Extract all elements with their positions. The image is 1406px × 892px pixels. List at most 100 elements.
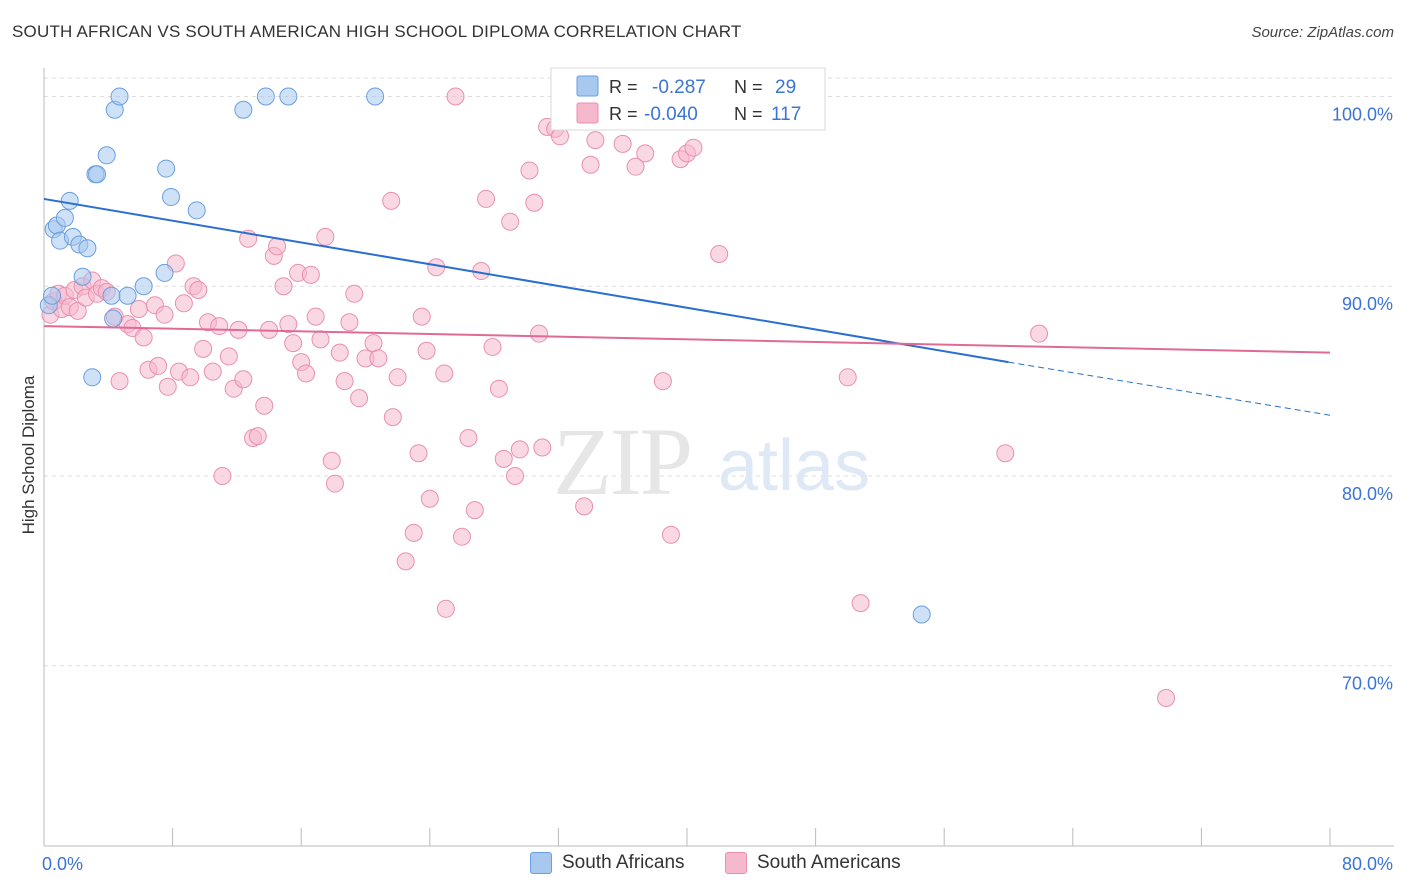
legend-r-label-2: R = (609, 104, 638, 124)
south-american-point-85 (483, 337, 502, 356)
south-american-point-112 (838, 368, 857, 387)
south-american-point-91 (520, 161, 539, 180)
south-african-point-1 (43, 286, 62, 305)
south-american-point-62 (345, 284, 364, 303)
legend-top: R = -0.287 N = 29 R = -0.040 N = 117 (550, 67, 826, 131)
south-american-point-79 (446, 87, 465, 106)
south-african-point-29 (912, 605, 931, 624)
y-tick-label-80: 80.0% (1342, 484, 1393, 504)
south-african-point-14 (104, 309, 123, 328)
south-american-point-69 (388, 368, 407, 387)
south-american-point-22 (149, 356, 168, 375)
south-african-point-26 (256, 87, 275, 106)
south-american-point-113 (851, 594, 870, 613)
south-american-point-55 (311, 330, 330, 349)
south-american-point-88 (501, 212, 520, 231)
south-american-point-27 (174, 294, 193, 313)
south-american-point-71 (404, 523, 423, 542)
south-american-point-54 (306, 307, 325, 326)
south-american-point-111 (710, 244, 729, 263)
south-american-point-56 (316, 227, 335, 246)
legend-bottom: South Africans South Americans (0, 852, 1406, 876)
y-tick-labels: 70.0% 80.0% 90.0% 100.0% (1332, 104, 1393, 693)
series-south-africans (39, 87, 931, 624)
legend-n-label-1: N = (734, 77, 763, 97)
south-american-point-63 (350, 389, 369, 408)
south-american-point-57 (322, 451, 341, 470)
legend-r-value-1: -0.287 (652, 77, 706, 98)
watermark: ZIP atlas (553, 408, 870, 515)
south-american-point-99 (581, 155, 600, 174)
south-american-point-60 (335, 372, 354, 391)
south-american-point-39 (234, 370, 253, 389)
south-american-point-15 (110, 372, 129, 391)
trend-line-south-africans (43, 197, 1009, 364)
south-american-point-30 (189, 281, 208, 300)
south-american-point-23 (155, 305, 174, 324)
south-american-point-72 (409, 444, 428, 463)
y-axis-label: High School Diploma (19, 375, 38, 534)
south-american-point-36 (219, 347, 238, 366)
legend-swatch-south-africans (530, 852, 552, 874)
x-tick-label-min: 0.0% (42, 854, 83, 874)
south-african-point-12 (88, 165, 107, 184)
source-label: Source: ZipAtlas.com (1251, 24, 1394, 41)
south-american-point-61 (340, 313, 359, 332)
legend-item-south-americans[interactable]: South Americans (725, 852, 901, 874)
south-american-point-43 (255, 396, 274, 415)
x-tick-label-max: 80.0% (1342, 854, 1393, 874)
x-ticks (172, 828, 1331, 846)
trend-line-south-americans (43, 325, 1331, 354)
south-american-point-48 (279, 315, 298, 334)
legend-n-value-2: 117 (771, 104, 801, 125)
south-american-point-92 (525, 193, 544, 212)
south-american-point-18 (129, 299, 148, 318)
south-african-point-5 (55, 208, 74, 227)
south-african-point-10 (73, 267, 92, 286)
legend-r-label-1: R = (609, 77, 638, 97)
south-american-point-59 (330, 343, 349, 362)
south-american-point-103 (626, 157, 645, 176)
south-american-point-47 (274, 277, 293, 296)
south-american-point-68 (383, 408, 402, 427)
y-tick-label-70: 70.0% (1342, 674, 1393, 694)
legend-label-south-americans: South Americans (757, 852, 901, 873)
legend-n-value-1: 29 (775, 77, 796, 98)
south-american-point-86 (489, 379, 508, 398)
south-american-point-31 (194, 339, 213, 358)
south-american-point-82 (465, 501, 484, 520)
legend-item-south-africans[interactable]: South Africans (530, 852, 685, 874)
south-american-point-52 (297, 364, 316, 383)
south-american-point-67 (382, 191, 401, 210)
legend-n-label-2: N = (734, 104, 763, 124)
south-american-point-53 (301, 265, 320, 284)
south-american-point-114 (996, 444, 1015, 463)
south-american-point-106 (653, 372, 672, 391)
south-american-point-42 (248, 427, 267, 446)
south-american-point-107 (661, 525, 680, 544)
south-american-point-78 (436, 599, 455, 618)
y-tick-label-90: 90.0% (1342, 294, 1393, 314)
south-american-point-90 (510, 440, 529, 459)
south-american-point-80 (452, 527, 471, 546)
legend-swatch-south-americans (725, 852, 747, 874)
south-american-point-116 (1157, 688, 1176, 707)
south-american-point-87 (494, 449, 513, 468)
trend-line-south-africans-extension (1008, 361, 1331, 416)
south-american-point-75 (420, 489, 439, 508)
south-african-point-21 (155, 263, 174, 282)
south-african-point-28 (366, 87, 385, 106)
south-american-point-46 (268, 237, 287, 256)
south-american-point-74 (417, 341, 436, 360)
south-american-point-110 (684, 138, 703, 157)
south-american-point-33 (203, 362, 222, 381)
south-american-point-34 (210, 317, 229, 336)
south-american-point-35 (213, 466, 232, 485)
south-american-point-70 (396, 552, 415, 571)
legend-swatch-blue (576, 75, 599, 97)
south-african-point-18 (83, 368, 102, 387)
south-american-point-77 (435, 364, 454, 383)
south-american-point-81 (459, 429, 478, 448)
south-american-point-65 (364, 334, 383, 353)
